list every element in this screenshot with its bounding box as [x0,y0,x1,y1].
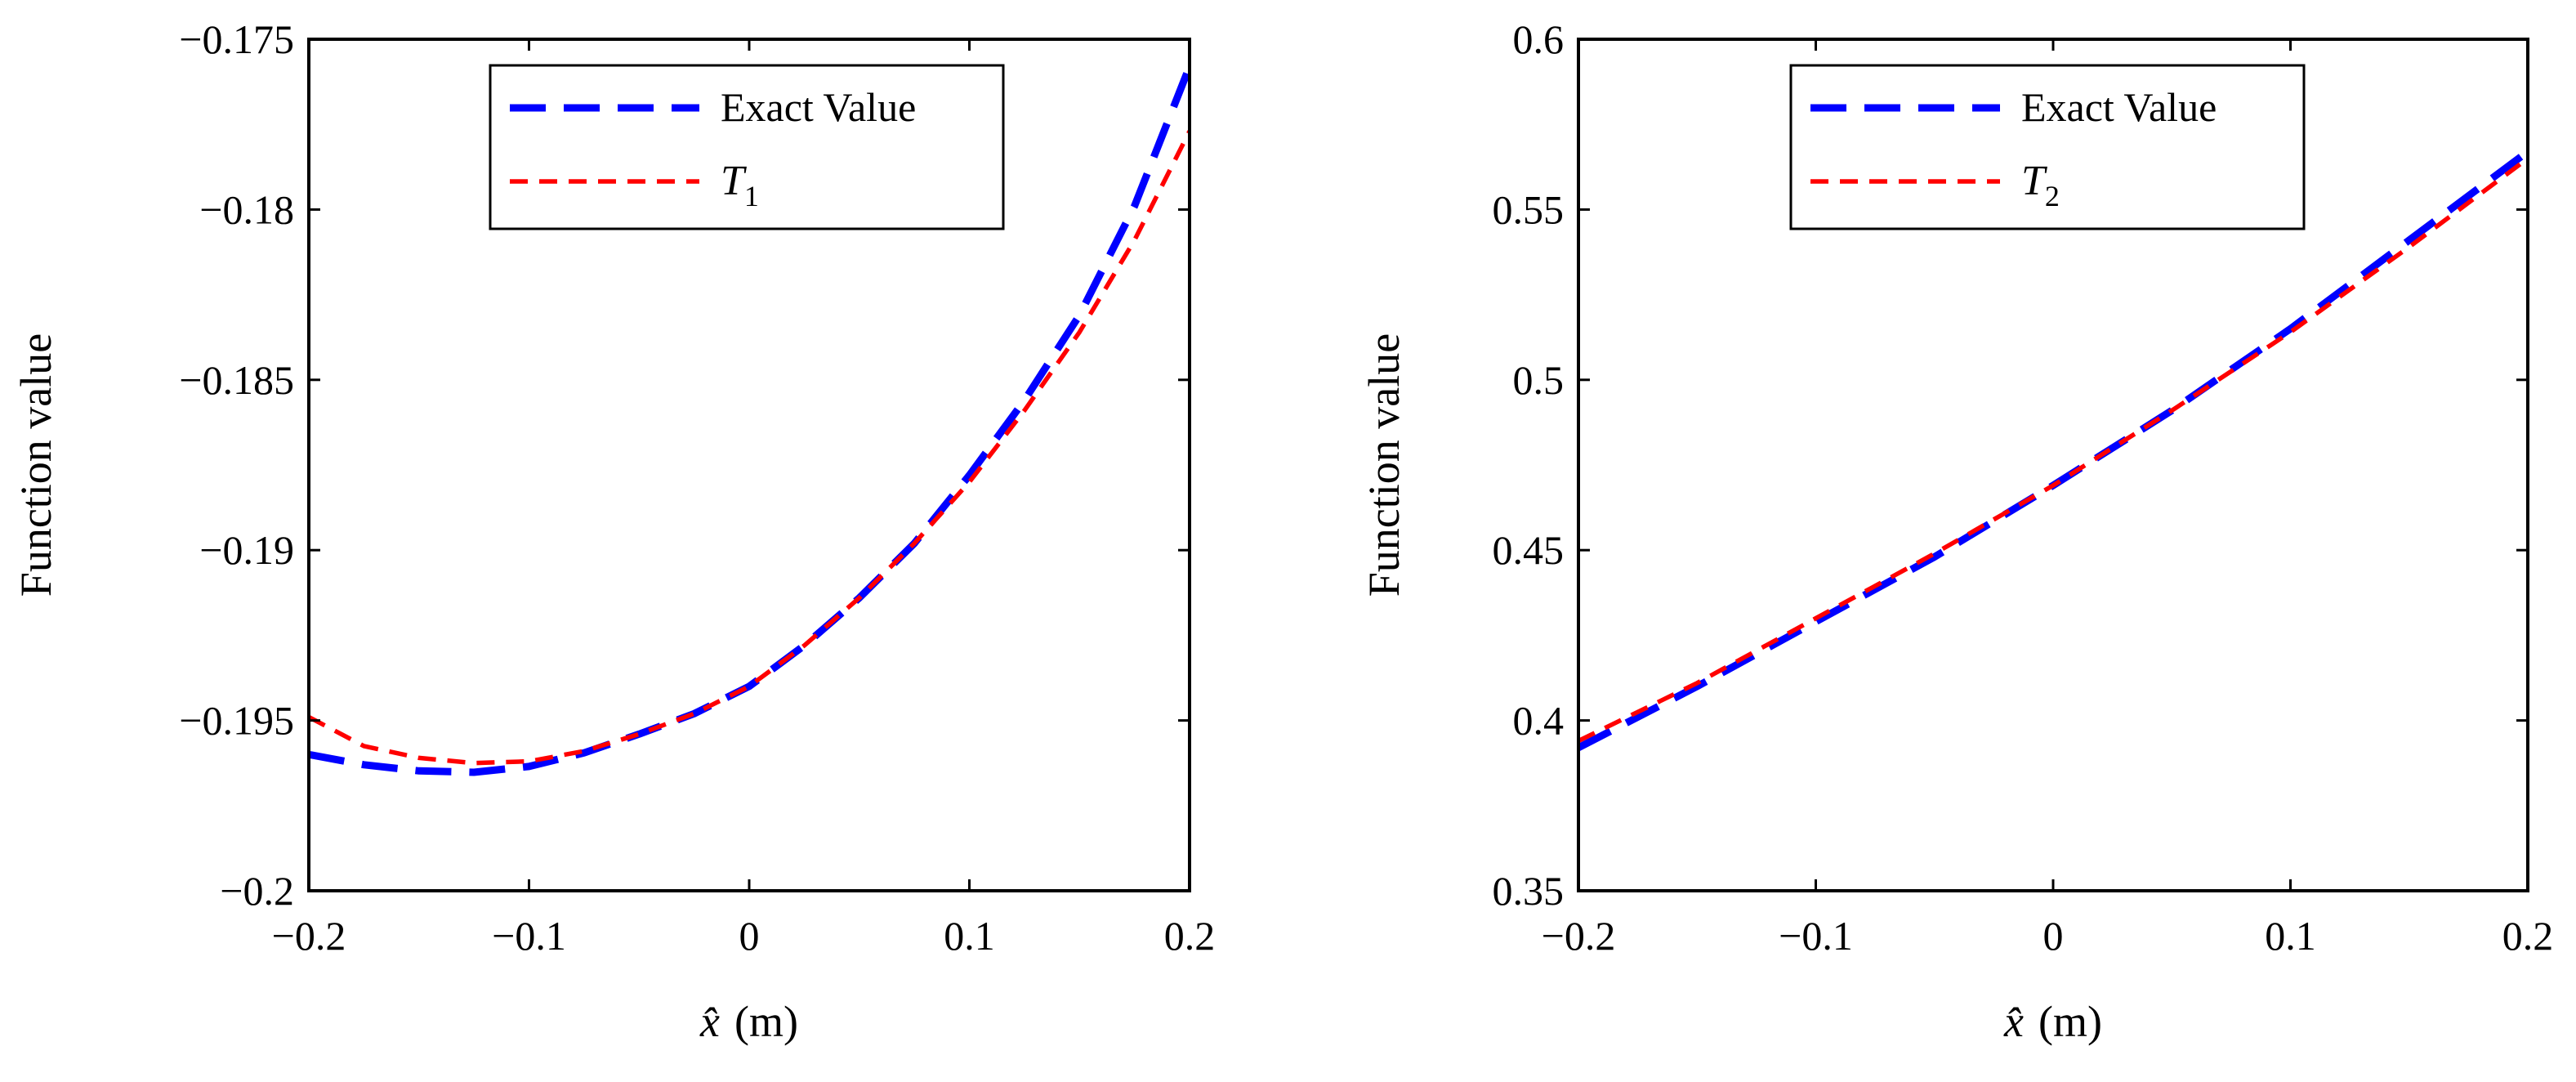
y-axis-label: Function value [11,333,60,597]
legend-label: T2 [2021,158,2060,212]
legend: Exact Value T2 [1789,64,2306,230]
x-tick-label: 0 [2043,913,2064,959]
y-tick-label: −0.185 [179,357,294,403]
x-tick-label: 0 [739,913,760,959]
series-line-t2 [1578,156,2528,744]
y-tick-label: 0.35 [1493,868,1565,914]
x-tick-label: 0.1 [944,913,995,959]
x-tick-label: −0.1 [1779,913,1853,959]
legend-label: Exact Value [721,84,916,130]
y-tick-label: −0.18 [199,186,294,232]
y-tick-label: −0.195 [179,698,294,744]
y-tick-label: −0.19 [199,527,294,573]
y-tick-label: −0.2 [220,868,294,914]
x-axis-symbol: x̂ [2003,997,2024,1046]
chart-1: −0.2 −0.1 0 0.1 0.2 −0.2 −0.195 −0.19 −0.185 −0.1… [11,16,1215,1046]
x-axis-unit: (m) [2038,997,2102,1046]
x-tick-label: 0.2 [1164,913,1216,959]
y-tick-label: 0.55 [1493,186,1565,232]
x-tick-label: −0.2 [272,913,346,959]
y-tick-label: 0.4 [1513,698,1565,744]
y-tick-label: 0.6 [1513,16,1565,62]
x-axis-unit: (m) [734,997,798,1046]
x-axis-label: x̂ (m) [699,997,798,1046]
x-tick-label: 0.2 [2502,913,2554,959]
y-axis-label: Function value [1359,333,1409,597]
legend-box [1789,64,2306,230]
x-tick-label: −0.1 [492,913,566,959]
y-tick-label: 0.5 [1513,357,1565,403]
chart-2: −0.2 −0.1 0 0.1 0.2 0.35 0.4 0.45 0.5 0.55 0.6 x̂ (m… [1359,16,2553,1046]
legend-subscript: 1 [744,180,759,212]
series-line-t1 [309,130,1190,766]
x-tick-label: 0.1 [2265,913,2316,959]
legend-label: T1 [721,158,759,212]
legend-subscript: 2 [2045,180,2060,212]
y-tick-label: 0.45 [1493,527,1565,573]
legend-box [489,64,1005,230]
series-lines [1578,148,2528,751]
x-tick-label: −0.2 [1542,913,1616,959]
y-tick-label: −0.175 [179,16,294,62]
series-line-exact-value [309,65,1190,776]
x-axis-symbol: x̂ [699,997,720,1046]
series-line-exact-value [1578,148,2528,751]
legend-label: Exact Value [2021,84,2217,130]
legend: Exact Value T1 [489,64,1005,230]
x-axis-label: x̂ (m) [2003,997,2102,1046]
legend-symbol: T [2021,158,2047,204]
series-lines [309,65,1190,776]
legend-symbol: T [721,158,747,204]
